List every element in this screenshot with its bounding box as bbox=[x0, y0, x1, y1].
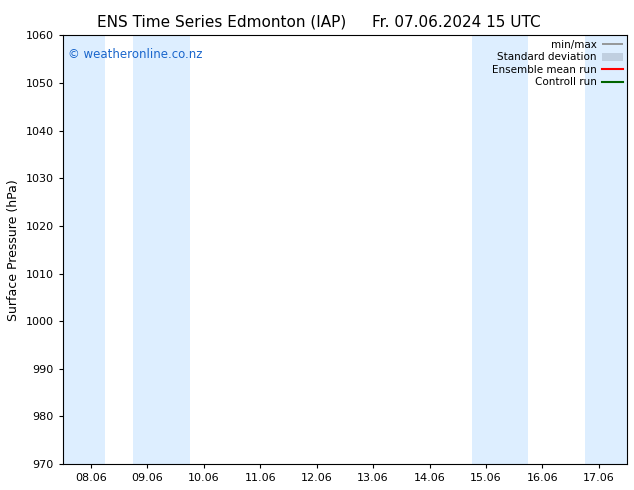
Bar bbox=[63, 35, 105, 464]
Legend: min/max, Standard deviation, Ensemble mean run, Controll run: min/max, Standard deviation, Ensemble me… bbox=[490, 38, 625, 90]
Y-axis label: Surface Pressure (hPa): Surface Pressure (hPa) bbox=[7, 179, 20, 320]
Text: Fr. 07.06.2024 15 UTC: Fr. 07.06.2024 15 UTC bbox=[372, 15, 541, 30]
Text: © weatheronline.co.nz: © weatheronline.co.nz bbox=[68, 49, 203, 61]
Text: ENS Time Series Edmonton (IAP): ENS Time Series Edmonton (IAP) bbox=[97, 15, 347, 30]
Bar bbox=[472, 35, 528, 464]
Bar bbox=[133, 35, 190, 464]
Bar bbox=[585, 35, 627, 464]
